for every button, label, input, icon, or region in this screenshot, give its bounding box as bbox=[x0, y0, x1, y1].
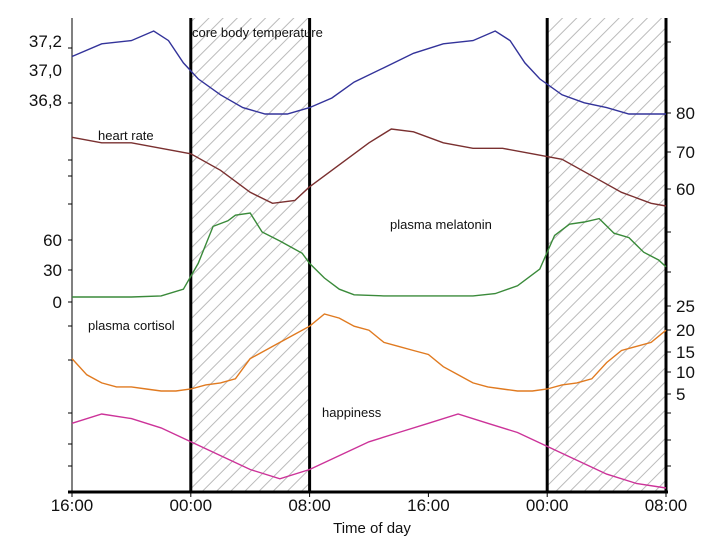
melatonin-tick-label: 0 bbox=[53, 293, 62, 312]
label-group: 16:00 00:00 08:00 16:00 00:00 08:00 37,2 37,0 36… bbox=[29, 25, 695, 515]
series-line-heart-rate bbox=[71, 128, 667, 207]
x-tick-label: 16:00 bbox=[51, 496, 94, 515]
melatonin-tick-label: 30 bbox=[43, 261, 62, 280]
series-line-happiness bbox=[71, 413, 667, 489]
series-label-plasma-melatonin: plasma melatonin bbox=[390, 217, 492, 232]
series-label-heart-rate: heart rate bbox=[98, 128, 154, 143]
melatonin-tick-label: 60 bbox=[43, 231, 62, 250]
series-label-plasma-cortisol: plasma cortisol bbox=[88, 318, 175, 333]
temperature-tick-label: 37,2 bbox=[29, 32, 62, 51]
temperature-tick-label: 37,0 bbox=[29, 61, 62, 80]
cortisol-tick-label: 25 bbox=[676, 297, 695, 316]
cortisol-tick-label: 15 bbox=[676, 343, 695, 362]
heart-rate-tick-label: 80 bbox=[676, 104, 695, 123]
series-line-plasma-melatonin bbox=[72, 212, 667, 298]
series-label-core-body-temperature: core body temperature bbox=[192, 25, 323, 40]
heart-rate-tick-label: 60 bbox=[676, 180, 695, 199]
x-tick-label: 00:00 bbox=[170, 496, 213, 515]
series-label-happiness: happiness bbox=[322, 405, 382, 420]
chart-frame bbox=[68, 18, 671, 497]
temperature-tick-label: 36,8 bbox=[29, 91, 62, 110]
sleep-band-0 bbox=[190, 18, 310, 492]
x-tick-label: 16:00 bbox=[407, 496, 450, 515]
x-tick-label: 08:00 bbox=[645, 496, 688, 515]
cortisol-tick-label: 5 bbox=[676, 385, 685, 404]
x-tick-label: 00:00 bbox=[526, 496, 569, 515]
x-tick-label: 08:00 bbox=[288, 496, 331, 515]
heart-rate-tick-label: 70 bbox=[676, 143, 695, 162]
series-group bbox=[71, 30, 667, 489]
sleep-period-shading bbox=[190, 18, 666, 492]
cortisol-tick-label: 10 bbox=[676, 363, 695, 382]
cortisol-tick-label: 20 bbox=[676, 321, 695, 340]
x-axis-title: Time of day bbox=[333, 520, 411, 537]
series-line-plasma-cortisol bbox=[71, 313, 667, 392]
series-line-core-body-temperature bbox=[71, 30, 666, 115]
